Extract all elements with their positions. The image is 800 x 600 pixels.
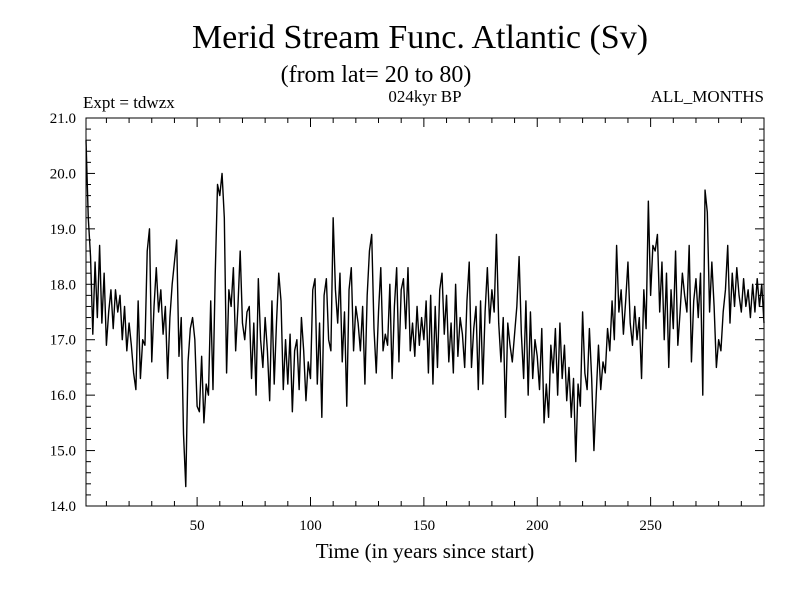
y-tick-label: 20.0 <box>50 166 76 182</box>
annotation-center: 024kyr BP <box>388 87 461 106</box>
y-tick-label: 19.0 <box>50 222 76 238</box>
x-tick-label: 250 <box>639 518 662 534</box>
y-tick-label: 18.0 <box>50 277 76 293</box>
y-tick-label: 15.0 <box>50 444 76 460</box>
chart-title: Merid Stream Func. Atlantic (Sv) <box>192 19 648 56</box>
annotation-right: ALL_MONTHS <box>651 87 764 106</box>
y-tick-labels: 14.0 15.0 16.0 17.0 18.0 19.0 20.0 21.0 <box>50 111 76 515</box>
y-tick-label: 16.0 <box>50 388 76 404</box>
x-tick-label: 200 <box>526 518 549 534</box>
chart-subtitle: (from lat= 20 to 80) <box>281 62 472 88</box>
series-layer <box>85 140 765 488</box>
series-line <box>85 140 765 488</box>
tick-marks <box>86 117 765 507</box>
x-tick-label: 50 <box>190 518 205 534</box>
x-tick-label: 150 <box>413 518 436 534</box>
y-tick-label: 21.0 <box>50 111 76 127</box>
x-tick-labels: 50 100 150 200 250 <box>190 518 662 534</box>
y-tick-label: 17.0 <box>50 333 76 349</box>
y-tick-label: 14.0 <box>50 499 76 515</box>
x-tick-label: 100 <box>299 518 322 534</box>
annotation-left: Expt = tdwzx <box>83 93 175 112</box>
x-axis-label: Time (in years since start) <box>316 539 535 563</box>
